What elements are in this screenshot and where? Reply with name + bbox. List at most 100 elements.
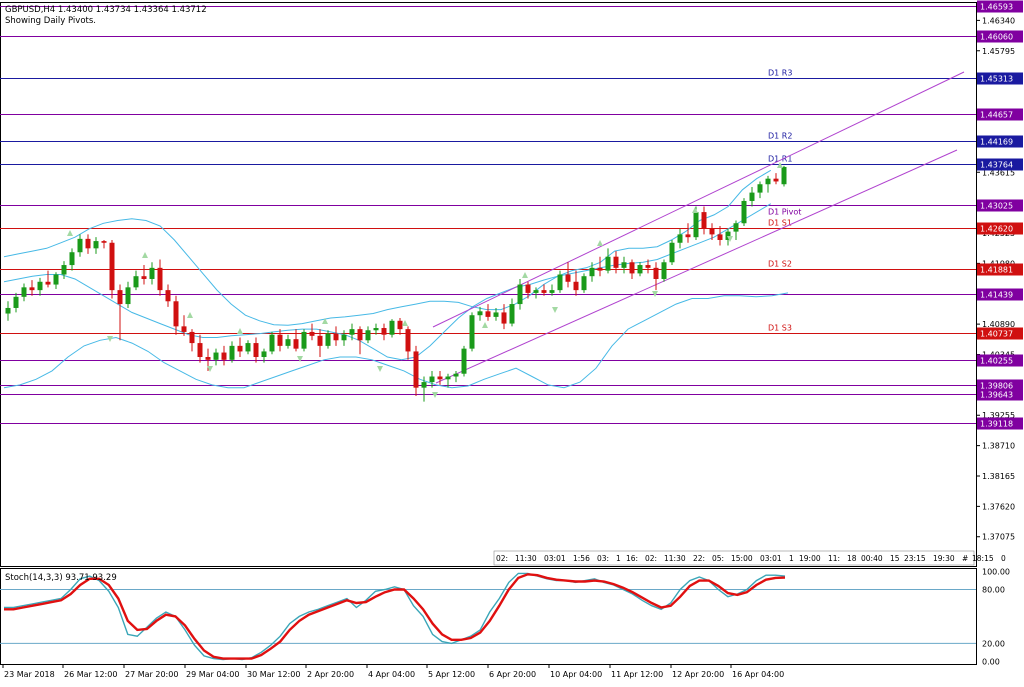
stoch-tick-label: 100.00 bbox=[982, 568, 1010, 577]
candle-body bbox=[373, 328, 379, 331]
candle-body bbox=[541, 290, 547, 293]
fractal-arrow-icon bbox=[377, 366, 383, 372]
time-scale-label: 05: bbox=[712, 554, 724, 563]
price-tag-label: 1.39118 bbox=[980, 420, 1013, 429]
candle-body bbox=[237, 345, 243, 352]
time-tick-label: 5 Apr 12:00 bbox=[428, 670, 475, 679]
price-tag-box bbox=[977, 354, 1023, 367]
candle-body bbox=[357, 329, 363, 341]
candle-body bbox=[157, 267, 163, 291]
price-tag-label: 1.43025 bbox=[980, 202, 1013, 211]
candle-body bbox=[765, 178, 771, 185]
pivot-label: D1 R2 bbox=[768, 132, 792, 141]
candle-body bbox=[5, 307, 11, 314]
time-tick-label: 6 Apr 20:00 bbox=[489, 670, 536, 679]
fractal-arrow-icon bbox=[692, 207, 698, 213]
price-tag-label: 1.39643 bbox=[980, 391, 1013, 400]
time-tick-label: 10 Apr 04:00 bbox=[550, 670, 602, 679]
candle-body bbox=[517, 284, 523, 305]
candle-body bbox=[317, 335, 323, 346]
candle-body bbox=[693, 212, 699, 238]
candle-body bbox=[93, 241, 99, 249]
time-scale-label: 03: bbox=[597, 554, 609, 563]
time-scale-label: 02: bbox=[496, 554, 508, 563]
candle-body bbox=[581, 276, 587, 291]
candle-body bbox=[269, 334, 275, 352]
fractal-arrow-icon bbox=[727, 236, 733, 242]
candle-body bbox=[453, 373, 459, 377]
stoch-tick-label: 0.00 bbox=[982, 657, 1000, 666]
candle-body bbox=[29, 287, 35, 291]
time-tick-label: 26 Mar 12:00 bbox=[64, 670, 117, 679]
price-tag-label: 1.40255 bbox=[980, 357, 1013, 366]
stoch-panel: 100.00 80.00 20.00 0.00 bbox=[0, 568, 1010, 666]
candle-body bbox=[389, 320, 395, 335]
channel-lower-line bbox=[435, 149, 958, 384]
price-tag-label: 1.43764 bbox=[980, 161, 1013, 170]
candle-body bbox=[733, 223, 739, 232]
candle-body bbox=[565, 274, 571, 282]
candle-body bbox=[757, 184, 763, 193]
price-tag-label: 1.46060 bbox=[980, 33, 1013, 42]
candle-body bbox=[325, 333, 331, 346]
price-tag-box bbox=[977, 327, 1023, 340]
candle-body bbox=[549, 290, 555, 293]
candle-body bbox=[117, 290, 123, 305]
price-tag-box bbox=[977, 417, 1023, 430]
candle-body bbox=[341, 334, 347, 341]
pivot-label: D1 S3 bbox=[768, 324, 792, 333]
time-axis: 23 Mar 2018 26 Mar 12:00 27 Mar 20:00 29 Ma… bbox=[2, 664, 784, 679]
time-scale-label: 18:15 bbox=[972, 554, 994, 563]
fractal-arrow-icon bbox=[402, 320, 408, 326]
candle-body bbox=[381, 328, 387, 335]
candle-body bbox=[221, 352, 227, 360]
candles bbox=[5, 165, 787, 402]
candle-body bbox=[501, 312, 507, 324]
pivot-lines: D1 R3 D1 R2 D1 R1 D1 Pivot D1 S1 D1 S2 D1 S3 bbox=[0, 6, 976, 424]
candle-body bbox=[309, 331, 315, 336]
candle-body bbox=[213, 352, 219, 360]
candle-body bbox=[189, 331, 195, 344]
fractal-arrow-icon bbox=[237, 328, 243, 334]
candle-body bbox=[397, 320, 403, 330]
candle-body bbox=[285, 339, 291, 346]
candle-body bbox=[621, 262, 627, 268]
candle-body bbox=[69, 252, 75, 266]
price-tag-box bbox=[977, 30, 1023, 43]
time-scale-label: 0 bbox=[1001, 554, 1006, 563]
time-scale-bar: 02: 11:30 03:01 1:56 03: 1 16: 02: 11:30 22: 05: 15… bbox=[493, 550, 1006, 566]
candle-body bbox=[405, 329, 411, 352]
price-tag-label: 1.45313 bbox=[980, 75, 1013, 84]
time-scale-label: 00:40 bbox=[861, 554, 883, 563]
time-scale-label: 15 bbox=[890, 554, 900, 563]
price-tick-label: 1.46340 bbox=[982, 16, 1015, 25]
fractal-arrow-icon bbox=[187, 312, 193, 318]
candle-body bbox=[293, 339, 299, 349]
time-scale-box bbox=[493, 550, 975, 566]
price-tick-label: 1.40890 bbox=[982, 320, 1015, 329]
time-scale-label: 1 bbox=[789, 554, 794, 563]
price-tick-label: 1.39255 bbox=[982, 411, 1015, 420]
candle-body bbox=[749, 192, 755, 201]
candle-body bbox=[173, 301, 179, 327]
time-scale-label: 23:15 bbox=[904, 554, 926, 563]
time-scale-label: 02: bbox=[645, 554, 657, 563]
candle-body bbox=[61, 265, 67, 275]
fractal-arrow-icon bbox=[777, 162, 783, 168]
candle-body bbox=[181, 326, 187, 332]
candle-body bbox=[701, 212, 707, 229]
candle-body bbox=[461, 348, 467, 374]
candle-body bbox=[589, 267, 595, 277]
candle-body bbox=[741, 200, 747, 224]
price-tag-label: 1.44169 bbox=[980, 138, 1013, 147]
candle-body bbox=[773, 178, 779, 182]
fractal-markers bbox=[67, 162, 783, 398]
price-tag-box bbox=[977, 263, 1023, 276]
price-tick-label: 1.38165 bbox=[982, 472, 1015, 481]
candle-body bbox=[533, 290, 539, 293]
candle-body bbox=[365, 330, 371, 341]
candle-body bbox=[645, 265, 651, 268]
candle-body bbox=[197, 343, 203, 358]
